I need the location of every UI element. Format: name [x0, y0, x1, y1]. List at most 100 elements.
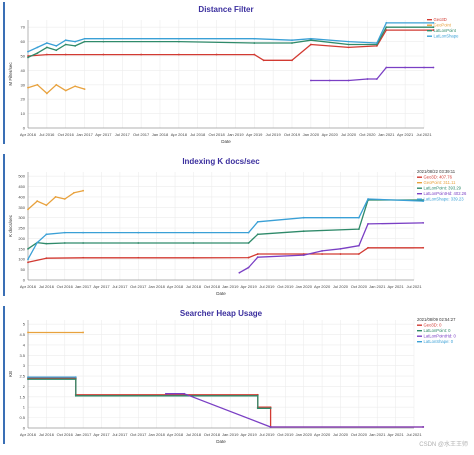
data-point-latlonpointhd: [357, 244, 360, 247]
x-tick-label: Jan 2017: [76, 132, 93, 137]
data-point-latlonshape: [102, 37, 105, 40]
data-point-latlonshape: [27, 258, 29, 261]
data-point-latlonshape: [82, 231, 85, 234]
x-tick-label: Jul 2020: [333, 284, 349, 289]
data-point-latlonshape: [256, 220, 259, 223]
data-point-latlonpoint: [74, 394, 77, 397]
data-point-latlonpointhd: [339, 247, 342, 250]
data-point-geopoint: [82, 331, 85, 334]
y-axis-label: K docs/sec: [8, 214, 13, 237]
x-tick-label: Jul 2021: [406, 432, 422, 437]
x-tick-label: Jul 2018: [186, 432, 202, 437]
x-tick-label: Jul 2016: [39, 132, 55, 137]
x-tick-label: Apr 2016: [20, 132, 37, 137]
data-point-unnamed-4: [423, 66, 425, 69]
data-point-latlonshape: [83, 37, 86, 40]
data-point-latlonshape: [192, 231, 195, 234]
data-point-geo3d: [247, 256, 250, 259]
x-tick-label: Jul 2018: [190, 132, 206, 137]
watermark: CSDN @水王王师: [419, 442, 468, 448]
chart-title: Distance Filter: [198, 5, 253, 14]
data-point-latlonpointhd: [238, 271, 241, 274]
x-tick-label: Jan 2018: [148, 284, 165, 289]
data-point-latlonshape: [74, 376, 77, 379]
series-line-geopoint: [27, 84, 85, 95]
legend-item: LatLonPointHd: 0: [424, 334, 457, 339]
data-point-geo3d: [422, 246, 425, 249]
data-point-geopoint: [82, 189, 85, 192]
x-tick-label: Oct 2018: [204, 284, 221, 289]
chart-panel-heap-usage: Searcher Heap Usage Apr 2016 Jul 2016 Oct 2…: [0, 304, 474, 450]
data-point-geo3d: [291, 59, 293, 62]
x-tick-label: Apr 2021: [388, 284, 405, 289]
data-point-geopoint: [45, 204, 48, 207]
y-tick-label: 1: [23, 405, 26, 410]
data-point-geopoint: [36, 200, 39, 202]
data-point-geo3d: [177, 53, 180, 56]
data-point-latlonpoint: [256, 407, 259, 410]
y-tick-label: 150: [18, 246, 25, 251]
x-tick-label: Oct 2020: [351, 284, 368, 289]
data-point-latlonshape: [291, 39, 293, 42]
data-point-unnamed-4: [309, 79, 312, 82]
data-point-latlonpoint: [27, 56, 29, 59]
x-axis-label: Date: [216, 291, 226, 296]
data-point-latlonpoint: [291, 42, 293, 44]
data-point-geopoint: [64, 89, 67, 92]
legend-header: 2021/08/09 02:54:27: [417, 317, 456, 322]
x-tick-label: Oct 2019: [277, 284, 294, 289]
legend-item: LatLonPoint: 0: [424, 328, 452, 333]
data-point-geopoint: [54, 196, 57, 198]
x-tick-label: Oct 2017: [130, 432, 147, 437]
data-point-latlonshape: [63, 231, 66, 234]
x-tick-label: Oct 2018: [204, 432, 221, 437]
x-tick-label: Oct 2016: [57, 284, 74, 289]
data-point-geo3d: [140, 53, 143, 56]
data-point-latlonshape: [347, 40, 350, 43]
data-point-unnamed-4: [432, 66, 435, 69]
x-tick-label: Apr 2017: [95, 132, 112, 137]
y-tick-label: 50: [21, 54, 26, 59]
data-point-geopoint: [83, 88, 86, 91]
x-tick-label: Jul 2019: [266, 132, 282, 137]
y-tick-label: 10: [21, 111, 26, 116]
x-tick-label: Apr 2017: [93, 432, 110, 437]
legend-item: GeoPoint: 311.11: [424, 180, 457, 185]
chart-title: Indexing K docs/sec: [182, 157, 260, 166]
data-point-latlonpoint: [137, 242, 140, 244]
legend-item: Geo3D: 407.76: [424, 175, 453, 180]
y-tick-label: 0: [23, 126, 26, 131]
data-point-geo3d: [192, 256, 195, 259]
legend-item: GeoPoint: [434, 23, 452, 28]
data-point-unnamed-4: [385, 66, 388, 69]
data-point-latlonpoint: [385, 26, 388, 29]
data-point-latlonpointhd: [247, 266, 250, 269]
data-point-latlonpointhd: [256, 256, 259, 259]
data-point-latlonshape: [432, 21, 435, 24]
data-point-geo3d: [64, 53, 67, 56]
chart-panel-distance-filter: Distance Filter Apr 2016 Jul 2016 Oct 2016 J…: [0, 0, 474, 150]
y-tick-label: 4: [23, 342, 26, 347]
data-point-latlonpoint: [177, 40, 180, 43]
data-point-geo3d: [27, 55, 29, 57]
data-point-latlonpoint: [432, 26, 435, 29]
data-point-geo3d: [339, 253, 342, 255]
y-tick-label: 40: [21, 68, 26, 73]
data-point-geo3d: [385, 29, 388, 31]
data-point-latlonpoint: [36, 52, 39, 55]
x-tick-label: Jul 2016: [39, 432, 55, 437]
x-tick-label: Jul 2020: [333, 432, 349, 437]
x-tick-label: Apr 2021: [397, 132, 414, 137]
data-point-latlonpoint: [192, 242, 195, 244]
data-point-unnamed-4: [375, 78, 378, 80]
x-tick-label: Jan 2020: [303, 132, 320, 137]
data-point-latlonshape: [74, 40, 77, 43]
y-tick-label: 1.5: [19, 394, 25, 399]
data-point-latlonpoint: [64, 43, 67, 46]
data-point-latlonshape: [64, 39, 67, 42]
data-point-latlonpoint: [45, 242, 48, 245]
legend-item: Geo3D: [434, 17, 447, 22]
x-tick-label: Oct 2020: [359, 132, 376, 137]
data-point-latlonpoint: [309, 39, 312, 42]
